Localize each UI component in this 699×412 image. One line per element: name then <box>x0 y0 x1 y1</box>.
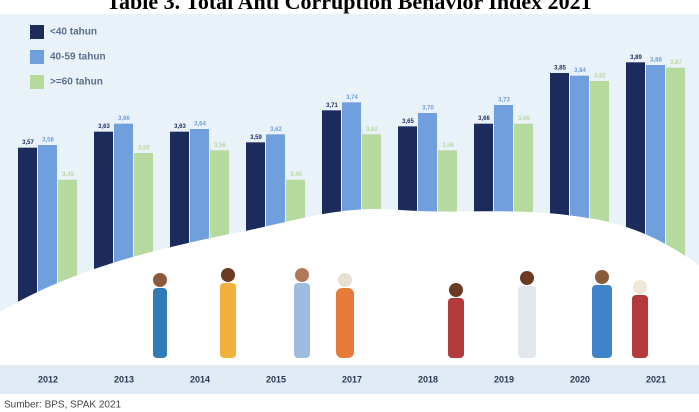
legend-label: <40 tahun <box>50 27 97 38</box>
source: Sumber: BPS, SPAK 2021 <box>4 400 122 411</box>
value-label: 3,59 <box>250 135 262 141</box>
x-tick-label: 2017 <box>342 374 362 384</box>
value-label: 3,70 <box>422 106 434 112</box>
value-label: 3,66 <box>518 116 530 122</box>
value-label: 3,55 <box>138 146 150 152</box>
value-label: 3,85 <box>554 66 566 72</box>
value-label: 3,57 <box>22 140 34 146</box>
legend-label: >=60 tahun <box>50 77 103 88</box>
value-label: 3,56 <box>442 143 454 149</box>
x-tick-label: 2012 <box>38 374 58 384</box>
x-tick-label: 2014 <box>190 374 210 384</box>
value-label: 3,87 <box>670 60 682 66</box>
value-label: 3,88 <box>650 58 662 64</box>
x-tick-label: 2018 <box>418 374 438 384</box>
value-label: 3,71 <box>326 103 338 109</box>
x-tick-label: 2015 <box>266 374 286 384</box>
legend-swatch <box>30 75 44 89</box>
value-label: 3,65 <box>402 119 414 125</box>
value-label: 3,58 <box>42 138 54 144</box>
value-label: 3,62 <box>366 127 378 133</box>
x-tick-label: 2013 <box>114 374 134 384</box>
value-label: 3,62 <box>270 127 282 133</box>
value-label: 3,64 <box>194 122 206 128</box>
value-label: 3,74 <box>346 95 358 101</box>
chart-title: Table 3. Total Anti Corruption Behavior … <box>106 0 591 14</box>
legend-label: 40-59 tahun <box>50 52 106 63</box>
value-label: 3,45 <box>62 172 74 178</box>
value-label: 3,73 <box>498 98 510 104</box>
value-label: 3,56 <box>214 143 226 149</box>
value-label: 3,66 <box>118 116 130 122</box>
chart: Table 3. Total Anti Corruption Behavior … <box>0 0 699 412</box>
value-label: 3,84 <box>574 68 586 74</box>
value-label: 3,45 <box>290 172 302 178</box>
value-label: 3,63 <box>174 124 186 130</box>
legend-swatch <box>30 25 44 39</box>
legend-swatch <box>30 50 44 64</box>
x-tick-label: 2019 <box>494 374 514 384</box>
value-label: 3,63 <box>98 124 110 130</box>
x-tick-label: 2021 <box>646 374 666 384</box>
value-label: 3,66 <box>478 116 490 122</box>
value-label: 3,89 <box>630 55 642 61</box>
legend: <40 tahun 40-59 tahun >=60 tahun <box>30 25 106 89</box>
x-tick-label: 2020 <box>570 374 590 384</box>
value-label: 3,82 <box>594 74 606 80</box>
